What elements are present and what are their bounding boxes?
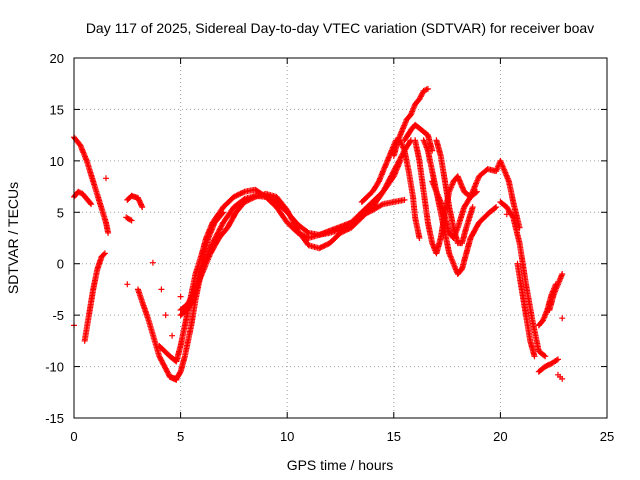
data-marker-trail xyxy=(81,250,108,344)
series-track-q xyxy=(433,137,476,247)
y-tick-label: -5 xyxy=(52,308,64,323)
x-tick-label: 10 xyxy=(280,429,294,444)
series-track-k xyxy=(358,137,423,241)
series-track-d xyxy=(124,192,146,211)
y-tick-label: 10 xyxy=(50,154,64,169)
data-marker-trail xyxy=(497,199,549,360)
series-track-c xyxy=(81,250,108,344)
series-track-f xyxy=(135,286,180,383)
data-marker-trail xyxy=(514,260,538,360)
data-marker-trail xyxy=(123,214,135,224)
series-track-l xyxy=(390,85,431,159)
data-marker-trail xyxy=(390,85,431,159)
series-track-e xyxy=(123,214,135,224)
x-tick-label: 25 xyxy=(600,429,614,444)
y-axis-label: SDTVAR / TECUs xyxy=(5,182,21,294)
chart-title: Day 117 of 2025, Sidereal Day-to-day VTE… xyxy=(86,20,594,36)
series-track-u xyxy=(546,271,566,313)
x-tick-label: 15 xyxy=(387,429,401,444)
y-tick-label: -10 xyxy=(45,360,64,375)
data-marker-trail xyxy=(124,192,146,211)
x-tick-label: 0 xyxy=(70,429,77,444)
data-marker-trail xyxy=(358,137,423,241)
axis-ticks: 0 5 10 15 20 25 -15 -10 -5 0 5 10 15 20 xyxy=(45,51,614,444)
x-tick-label: 5 xyxy=(177,429,184,444)
series-track-m xyxy=(401,121,436,154)
series-track-r xyxy=(497,199,549,360)
y-tick-label: -15 xyxy=(45,411,64,426)
data-marker-trail xyxy=(433,137,476,247)
x-tick-label: 20 xyxy=(493,429,507,444)
data-marker-trail xyxy=(546,271,566,313)
series-track-v xyxy=(535,356,561,375)
plot-area-border xyxy=(73,57,608,419)
y-tick-label: 0 xyxy=(57,257,64,272)
y-tick-label: 20 xyxy=(50,51,64,66)
data-marker-trail xyxy=(135,286,180,383)
y-tick-label: 15 xyxy=(50,102,64,117)
series-track-j xyxy=(177,209,227,319)
y-tick-label: 5 xyxy=(57,205,64,220)
data-marker-trail xyxy=(401,121,436,154)
data-marker-trail xyxy=(177,209,227,319)
data-points xyxy=(71,85,566,383)
data-marker-trail xyxy=(535,356,561,375)
x-axis-label: GPS time / hours xyxy=(287,457,394,473)
series-track-s xyxy=(514,260,538,360)
